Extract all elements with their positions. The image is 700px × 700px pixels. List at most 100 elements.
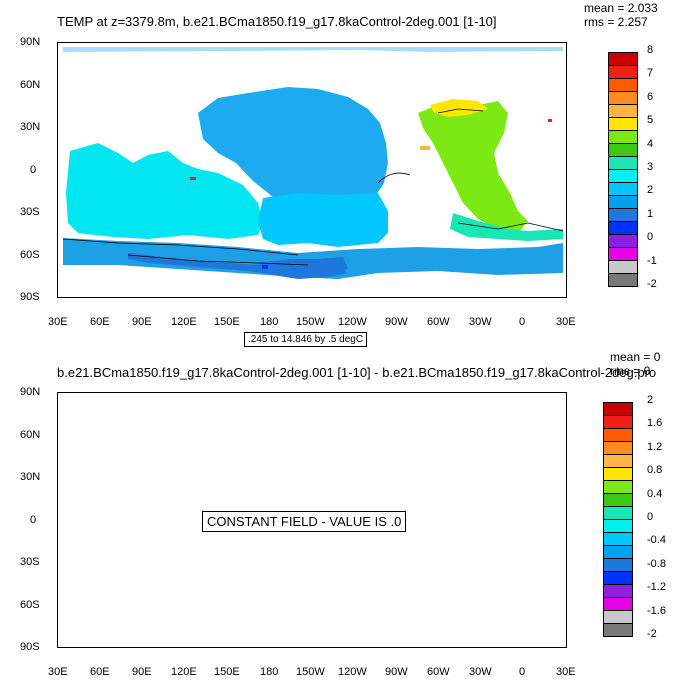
contour-info-box: .245 to 14.846 by .5 degC (244, 332, 368, 347)
p1-lon-10: 30W (469, 316, 492, 328)
p1-lon-6: 150W (296, 316, 325, 328)
colorbar-label: 8 (647, 44, 654, 56)
south-atlantic (450, 213, 563, 241)
panel1-map (62, 47, 564, 279)
colorbar-swatch (603, 610, 633, 624)
p2-lon-9: 60W (427, 666, 450, 678)
p2-lat-60n: 60N (20, 429, 41, 441)
colorbar-label: 2 (647, 184, 654, 197)
colorbar-label: -0.4 (647, 534, 666, 547)
north-atlantic-warm (430, 99, 488, 117)
panel2-rms: rms = 0 (610, 364, 651, 378)
panel2-mean: mean = 0 (610, 350, 661, 364)
panel1-rms: rms = 2.257 (584, 15, 648, 29)
colorbar-swatch (608, 130, 638, 144)
colorbar-swatch (608, 117, 638, 131)
south-pacific (258, 193, 388, 247)
colorbar-label: 6 (647, 90, 654, 103)
colorbar-swatch (603, 545, 633, 559)
colorbar-swatch (603, 402, 633, 416)
p1-lon-0: 30E (48, 316, 68, 328)
colorbar-swatch (608, 273, 638, 287)
warm-spot-2 (420, 146, 430, 150)
colorbar-swatch (608, 208, 638, 222)
colorbar-swatch (608, 52, 638, 66)
colorbar-label: -1 (647, 254, 657, 267)
colorbar-swatch (608, 143, 638, 157)
atlantic-ocean (418, 101, 528, 231)
p1-lon-12: 30E (556, 316, 576, 328)
colorbar-label: 3 (647, 161, 654, 173)
p1-lon-11: 0 (519, 316, 526, 328)
p1-lat-30s: 30S (20, 206, 40, 218)
p1-lat-60n: 60N (20, 79, 41, 91)
colorbar-label: 5 (647, 114, 654, 127)
colorbar-label: 0.8 (647, 464, 663, 477)
panel2-title: b.e21.BCma1850.f19_g17.8kaControl-2deg.0… (57, 365, 657, 380)
colorbar-label: -1.6 (647, 604, 666, 617)
colorbar-swatch (603, 623, 633, 637)
colorbar-swatch (603, 480, 633, 494)
p1-lon-8: 90W (385, 316, 408, 328)
p2-lat-90s: 90S (20, 641, 40, 653)
colorbar-swatch (608, 182, 638, 196)
colorbar-swatch (603, 584, 633, 598)
p2-lat-0: 0 (30, 514, 37, 526)
colorbar-label: 0.4 (647, 487, 663, 500)
p2-lon-10: 30W (469, 666, 492, 678)
p1-lon-5: 180 (260, 316, 279, 328)
panel1-colorbar-labels: 8 7 6 5 4 3 2 1 0 -1 -2 (647, 44, 687, 295)
colorbar-swatch (603, 493, 633, 507)
colorbar-swatch (603, 506, 633, 520)
colorbar-swatch (608, 156, 638, 170)
colorbar-label: 1 (647, 207, 654, 220)
p2-lon-12: 30E (556, 666, 576, 678)
p1-lon-2: 90E (132, 316, 152, 328)
colorbar-label: 1.2 (647, 440, 663, 453)
weddell-patch (258, 257, 348, 279)
panel1-title: TEMP at z=3379.8m, b.e21.BCma1850.f19_g1… (57, 14, 497, 29)
colorbar-label: -2 (647, 278, 657, 290)
contour-3 (127, 254, 309, 266)
warm-spot-3 (548, 119, 552, 122)
colorbar-swatch (603, 415, 633, 429)
constant-field-message: CONSTANT FIELD - VALUE IS .0 (202, 511, 407, 532)
colorbar-label: 4 (647, 137, 654, 150)
colorbar-label: 0 (647, 231, 654, 244)
colorbar-swatch (603, 532, 633, 546)
panel2-colorbar-swatches (603, 402, 633, 637)
p1-lon-1: 60E (90, 316, 110, 328)
colorbar-swatch (608, 260, 638, 274)
p1-lat-90s: 90S (20, 291, 40, 303)
arctic-ocean (63, 47, 563, 52)
colorbar-label: 7 (647, 67, 654, 80)
colorbar-swatch (603, 519, 633, 533)
p1-lon-7: 120W (338, 316, 367, 328)
colorbar-label: 2 (647, 394, 654, 406)
p2-lon-6: 150W (296, 666, 325, 678)
colorbar-swatch (608, 78, 638, 92)
p2-lon-11: 0 (519, 666, 526, 678)
contour-1 (62, 238, 299, 256)
indian-ocean (66, 143, 263, 239)
panel1-mean: mean = 2.033 (584, 1, 658, 15)
panel1-colorbar-swatches (608, 52, 638, 287)
colorbar-swatch (608, 247, 638, 261)
p2-lon-1: 60E (90, 666, 110, 678)
panel2-colorbar-labels: 2 1.6 1.2 0.8 0.4 0 -0.4 -0.8 -1.2 -1.6 -2 (647, 394, 687, 645)
colorbar-swatch (603, 467, 633, 481)
warm-spot (190, 177, 196, 180)
panel1-map-frame (57, 42, 567, 298)
p2-lat-30n: 30N (20, 471, 41, 483)
p2-lon-8: 90W (385, 666, 408, 678)
colorbar-swatch (603, 597, 633, 611)
colorbar-swatch (608, 234, 638, 248)
p2-lon-3: 120E (171, 666, 197, 678)
p2-lat-90n: 90N (20, 386, 41, 398)
panel2-colorbar (603, 402, 633, 637)
colorbar-swatch (603, 571, 633, 585)
p2-lat-60s: 60S (20, 599, 40, 611)
colorbar-swatch (608, 169, 638, 183)
colorbar-swatch (608, 221, 638, 235)
p1-lon-9: 60W (427, 316, 450, 328)
